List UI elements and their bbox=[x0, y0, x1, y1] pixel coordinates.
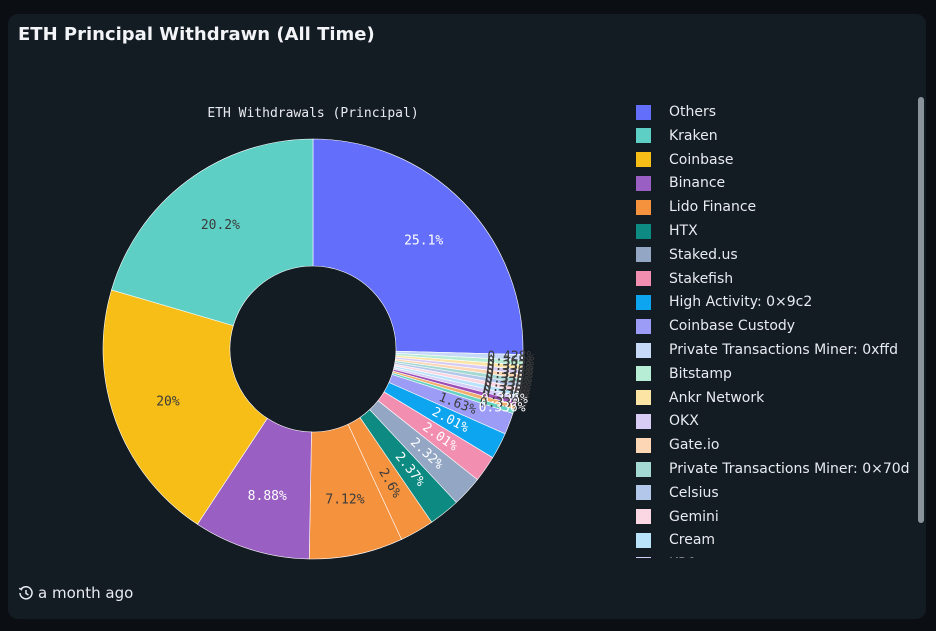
legend-label: Gate.io bbox=[669, 437, 720, 454]
legend-label: Cream bbox=[669, 532, 716, 549]
legend-label: OKX bbox=[669, 413, 699, 430]
legend-swatch bbox=[636, 437, 651, 453]
legend-swatch bbox=[636, 556, 651, 558]
legend-item[interactable]: Lido Finance bbox=[636, 197, 756, 217]
legend-swatch bbox=[636, 175, 651, 191]
legend-label: Coinbase Custody bbox=[669, 318, 796, 335]
legend-swatch bbox=[636, 199, 651, 215]
slice-label-4: 0.336% bbox=[486, 363, 533, 378]
legend-swatch bbox=[636, 223, 651, 239]
legend-item[interactable]: Private Transactions Miner: 0×70d bbox=[636, 459, 910, 479]
legend-swatch bbox=[636, 152, 651, 168]
legend-item[interactable]: High Activity: 0×9c2 bbox=[636, 292, 812, 312]
legend-item[interactable]: OKX bbox=[636, 411, 699, 431]
legend-label: HTX bbox=[669, 223, 698, 239]
legend-item[interactable]: Stakefish bbox=[636, 269, 733, 289]
legend-label: KR1 bbox=[669, 556, 697, 558]
legend-label: Binance bbox=[669, 175, 726, 192]
slice-label-5: 0.336% bbox=[486, 367, 533, 382]
last-updated: a month ago bbox=[38, 584, 134, 602]
legend-swatch bbox=[636, 294, 651, 310]
slice-label-13: 0.336% bbox=[479, 400, 526, 415]
legend-item[interactable]: Kraken bbox=[636, 126, 718, 146]
legend-item[interactable]: HTX bbox=[636, 221, 698, 241]
legend-label: Private Transactions Miner: 0×70d bbox=[669, 461, 910, 477]
donut-chart: ETH Withdrawals (Principal) 25.1%0.428%0… bbox=[102, 106, 534, 560]
chart-title: ETH Withdrawals (Principal) bbox=[207, 106, 418, 121]
slice-22[interactable] bbox=[102, 289, 268, 525]
legend-item[interactable]: Gemini bbox=[636, 507, 719, 527]
slice-label-23: 20.2% bbox=[201, 218, 240, 233]
legend-label: Celsius bbox=[669, 484, 719, 501]
legend-swatch bbox=[636, 366, 651, 382]
legend-swatch bbox=[636, 318, 651, 334]
legend-swatch bbox=[636, 532, 651, 548]
legend-scrollbar[interactable] bbox=[918, 97, 924, 523]
slice-label-9: 0.336% bbox=[483, 384, 530, 399]
legend-swatch bbox=[636, 509, 651, 525]
slice-label-7: 0.336% bbox=[485, 376, 532, 391]
footer: a month ago bbox=[18, 584, 133, 602]
slice-label-3: 0.333% bbox=[487, 359, 534, 374]
legend-label: Ankr Network bbox=[669, 389, 765, 406]
legend-label: Others bbox=[669, 104, 717, 120]
legend-label: High Activity: 0×9c2 bbox=[669, 294, 813, 311]
legend-item[interactable]: KR1 bbox=[636, 554, 697, 558]
slice-0[interactable] bbox=[312, 138, 524, 355]
legend-item[interactable]: Gate.io bbox=[636, 435, 719, 455]
legend-swatch bbox=[636, 413, 651, 429]
slice-23[interactable] bbox=[111, 138, 314, 327]
card-title: ETH Principal Withdrawn (All Time) bbox=[18, 24, 375, 45]
legend-swatch bbox=[636, 104, 651, 120]
legend-item[interactable]: Ankr Network bbox=[636, 388, 764, 408]
slice-label-12: 0.336% bbox=[480, 396, 527, 411]
slice-label-1: 0.428% bbox=[487, 349, 534, 364]
slices-group bbox=[102, 138, 524, 560]
slice-label-6: 0.336% bbox=[485, 371, 532, 386]
legend-item[interactable]: Coinbase Custody bbox=[636, 316, 795, 336]
legend-item[interactable]: Coinbase bbox=[636, 150, 733, 170]
legend-label: Coinbase bbox=[669, 151, 734, 168]
legend-label: Stakefish bbox=[669, 270, 734, 287]
legend-label: Lido Finance bbox=[669, 199, 757, 216]
slice-label-21: 8.88% bbox=[248, 489, 287, 504]
legend-swatch bbox=[636, 271, 651, 287]
legend-item[interactable]: Bitstamp bbox=[636, 364, 732, 384]
legend-swatch bbox=[636, 461, 651, 477]
legend-swatch bbox=[636, 390, 651, 406]
slice-label-2: 0.365% bbox=[487, 354, 534, 369]
legend-label: Gemini bbox=[669, 508, 719, 525]
chart-card: ETH Principal Withdrawn (All Time) ETH W… bbox=[8, 14, 926, 619]
slice-label-22: 20% bbox=[156, 395, 180, 410]
legend-swatch bbox=[636, 485, 651, 501]
slice-label-11: 0.336% bbox=[481, 392, 528, 407]
legend-swatch bbox=[636, 247, 651, 263]
legend-label: Private Transactions Miner: 0xffd bbox=[669, 342, 898, 358]
legend-label: Bitstamp bbox=[669, 365, 732, 382]
legend-label: Staked.us bbox=[669, 246, 738, 263]
legend-label: Kraken bbox=[669, 127, 718, 144]
slice-label-10: 0.336% bbox=[482, 388, 529, 403]
slice-label-0: 25.1% bbox=[404, 234, 443, 249]
legend-item[interactable]: Others bbox=[636, 102, 716, 122]
legend-item[interactable]: Celsius bbox=[636, 483, 719, 503]
legend[interactable]: Others Kraken Coinbase Binance Lido Finance H… bbox=[636, 102, 920, 558]
history-icon bbox=[18, 586, 33, 600]
legend-item[interactable]: Binance bbox=[636, 173, 725, 193]
slice-label-20: 7.12% bbox=[325, 493, 364, 508]
legend-item[interactable]: Cream bbox=[636, 530, 715, 550]
legend-swatch bbox=[636, 128, 651, 144]
legend-item[interactable]: Staked.us bbox=[636, 245, 738, 265]
legend-item[interactable]: Private Transactions Miner: 0xffd bbox=[636, 340, 898, 360]
slice-label-8: 0.336% bbox=[484, 380, 531, 395]
legend-swatch bbox=[636, 342, 651, 358]
